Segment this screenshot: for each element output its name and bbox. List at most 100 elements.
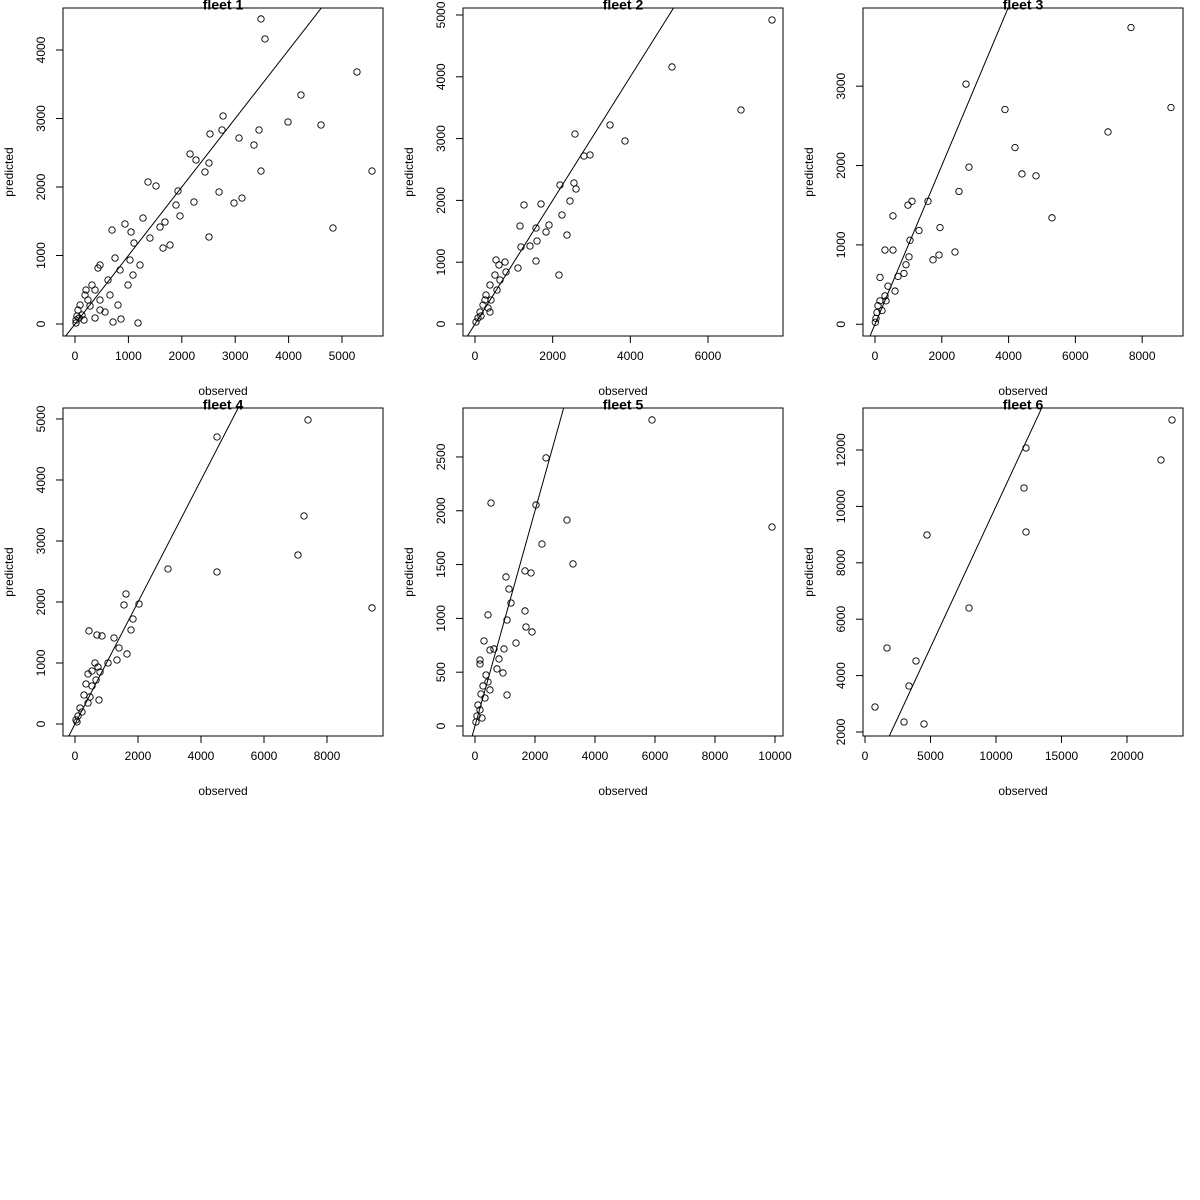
point <box>91 314 99 322</box>
point <box>121 220 129 228</box>
point <box>205 233 213 241</box>
point <box>110 634 118 642</box>
panel: 0 2000 4000 6000 8000 0 1000 2000 3000 fleet 3 obs… <box>802 0 1184 398</box>
point <box>507 599 515 607</box>
point <box>317 121 325 129</box>
point <box>174 187 182 195</box>
point <box>905 682 913 690</box>
point <box>768 16 776 24</box>
point <box>139 214 147 222</box>
point <box>876 273 884 282</box>
point <box>906 236 914 244</box>
point <box>881 292 889 300</box>
y-axis-label: predicted <box>802 547 816 596</box>
point <box>96 306 104 314</box>
point <box>965 163 973 171</box>
x-tick-label: 0 <box>472 349 479 363</box>
x-tick-label: 8000 <box>1129 349 1156 363</box>
identity-line <box>869 8 1009 336</box>
point <box>1168 416 1176 424</box>
point <box>190 198 198 206</box>
point <box>101 308 109 316</box>
x-tick-label: 4000 <box>275 349 302 363</box>
point <box>472 318 480 326</box>
y-tick-label: 1000 <box>434 249 448 276</box>
y-tick-label: 2000 <box>34 173 48 200</box>
x-tick-label: 10000 <box>758 749 792 763</box>
x-tick-label: 6000 <box>642 749 669 763</box>
point <box>542 454 550 462</box>
point <box>768 523 776 531</box>
point <box>965 604 973 612</box>
x-tick-label: 10000 <box>979 749 1013 763</box>
point <box>891 287 899 295</box>
x-tick-label: 2000 <box>125 749 152 763</box>
point <box>257 15 265 23</box>
point <box>527 569 535 577</box>
point <box>920 720 928 728</box>
point <box>176 212 184 220</box>
point <box>894 272 902 281</box>
point <box>166 241 174 249</box>
point <box>900 269 908 278</box>
point <box>874 302 882 310</box>
point <box>297 91 305 99</box>
y-tick-label: 2000 <box>434 497 448 524</box>
point <box>556 181 564 189</box>
point <box>929 256 937 264</box>
y-axis-label: predicted <box>402 547 416 596</box>
point <box>668 63 676 71</box>
point <box>161 218 169 226</box>
point <box>532 224 540 232</box>
point <box>484 304 492 312</box>
panel-title: fleet 5 <box>603 397 644 413</box>
point <box>484 678 492 686</box>
point <box>329 224 337 232</box>
point <box>520 201 528 209</box>
y-tick-label: 0 <box>434 722 448 729</box>
point <box>72 319 80 327</box>
point <box>889 212 897 220</box>
point <box>106 291 114 299</box>
y-tick-label: 1000 <box>34 242 48 269</box>
point <box>294 551 302 559</box>
point <box>883 644 891 652</box>
y-tick-label: 6000 <box>834 606 848 633</box>
point <box>114 301 122 309</box>
point <box>481 694 489 702</box>
point <box>555 271 563 279</box>
point <box>486 646 494 654</box>
point <box>215 188 223 196</box>
point <box>1018 170 1026 178</box>
point <box>480 637 488 645</box>
panel: 0 2000 4000 6000 8000 10000 0 500 1000 1500 2000 25… <box>402 397 792 798</box>
x-axis-label: observed <box>998 784 1047 798</box>
y-tick-label: 1000 <box>434 605 448 632</box>
y-tick-label: 4000 <box>434 63 448 90</box>
x-tick-label: 4000 <box>582 749 609 763</box>
point <box>478 714 486 722</box>
point <box>955 187 963 196</box>
point <box>284 118 292 126</box>
point <box>563 516 571 524</box>
x-tick-label: 2000 <box>928 349 955 363</box>
point <box>76 704 84 712</box>
y-tick-label: 2500 <box>434 443 448 470</box>
point <box>86 302 94 310</box>
point <box>482 291 490 299</box>
y-tick-label: 0 <box>34 720 48 727</box>
point <box>621 137 629 145</box>
point <box>98 632 106 640</box>
point <box>95 696 103 704</box>
y-tick-label: 1000 <box>34 649 48 676</box>
point <box>109 318 117 326</box>
point <box>905 253 913 261</box>
point <box>871 318 879 326</box>
x-tick-label: 15000 <box>1045 749 1079 763</box>
point <box>206 130 214 138</box>
x-tick-label: 6000 <box>1062 349 1089 363</box>
point <box>884 282 892 290</box>
x-tick-label: 5000 <box>917 749 944 763</box>
point <box>123 650 131 658</box>
